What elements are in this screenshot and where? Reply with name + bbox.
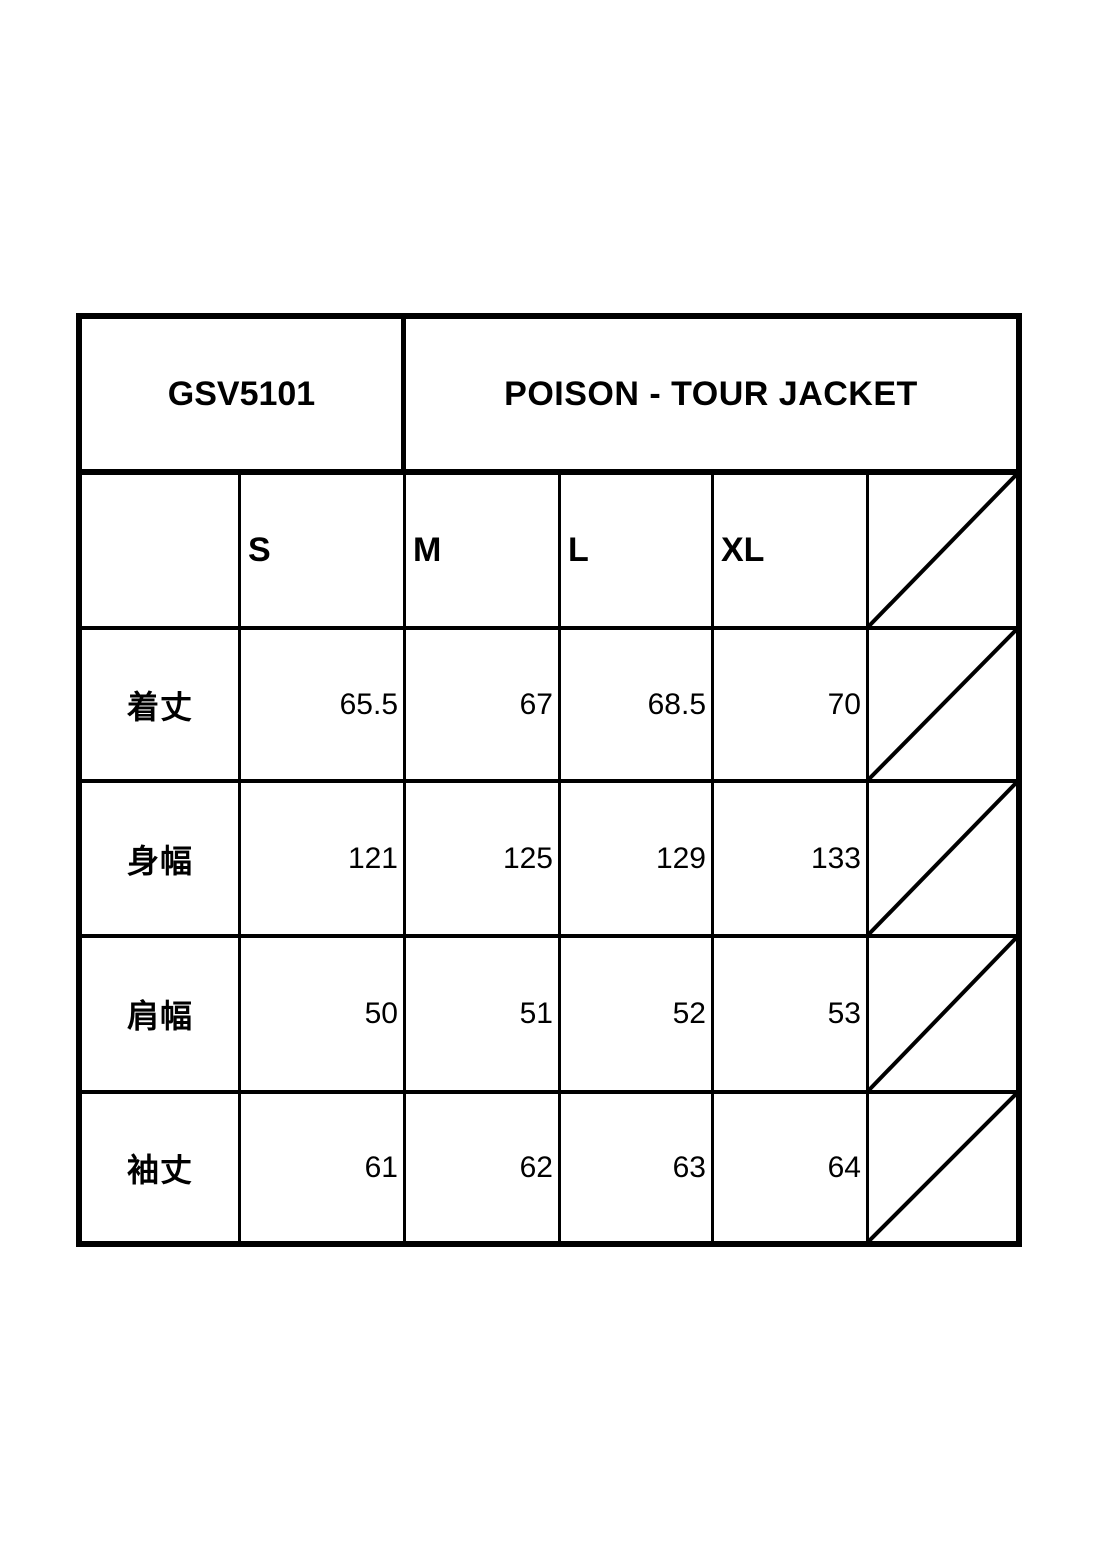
value-shoulder-width-xl: 53 — [714, 938, 869, 1094]
value-body-width-s: 121 — [241, 783, 406, 938]
size-header-xl: XL — [714, 475, 869, 630]
value-body-width-m: 125 — [406, 783, 561, 938]
row-label-body-length: 着丈 — [82, 630, 241, 783]
diagonal-slash-icon — [869, 475, 1016, 626]
size-header-m: M — [406, 475, 561, 630]
value-sleeve-length-m: 62 — [406, 1094, 561, 1241]
blank-diagonal-cell — [869, 630, 1016, 783]
product-name-cell: POISON - TOUR JACKET — [406, 319, 1016, 475]
row-label-sleeve-length: 袖丈 — [82, 1094, 241, 1241]
diagonal-slash-icon — [869, 630, 1016, 779]
value-body-length-l: 68.5 — [561, 630, 714, 783]
value-body-length-m: 67 — [406, 630, 561, 783]
value-shoulder-width-s: 50 — [241, 938, 406, 1094]
value-sleeve-length-l: 63 — [561, 1094, 714, 1241]
value-body-width-xl: 133 — [714, 783, 869, 938]
corner-empty-cell — [82, 475, 241, 630]
row-label-shoulder-width: 肩幅 — [82, 938, 241, 1094]
size-chart-table: GSV5101 POISON - TOUR JACKET S M L XL 着丈… — [76, 313, 1022, 1247]
model-code-cell: GSV5101 — [82, 319, 406, 475]
blank-diagonal-cell — [869, 475, 1016, 630]
value-body-length-xl: 70 — [714, 630, 869, 783]
value-sleeve-length-xl: 64 — [714, 1094, 869, 1241]
size-header-l: L — [561, 475, 714, 630]
diagonal-slash-icon — [869, 783, 1016, 934]
value-sleeve-length-s: 61 — [241, 1094, 406, 1241]
size-header-s: S — [241, 475, 406, 630]
blank-diagonal-cell — [869, 783, 1016, 938]
row-label-body-width: 身幅 — [82, 783, 241, 938]
blank-diagonal-cell — [869, 1094, 1016, 1241]
value-body-width-l: 129 — [561, 783, 714, 938]
diagonal-slash-icon — [869, 938, 1016, 1090]
value-shoulder-width-l: 52 — [561, 938, 714, 1094]
blank-diagonal-cell — [869, 938, 1016, 1094]
diagonal-slash-icon — [869, 1094, 1016, 1241]
value-body-length-s: 65.5 — [241, 630, 406, 783]
value-shoulder-width-m: 51 — [406, 938, 561, 1094]
